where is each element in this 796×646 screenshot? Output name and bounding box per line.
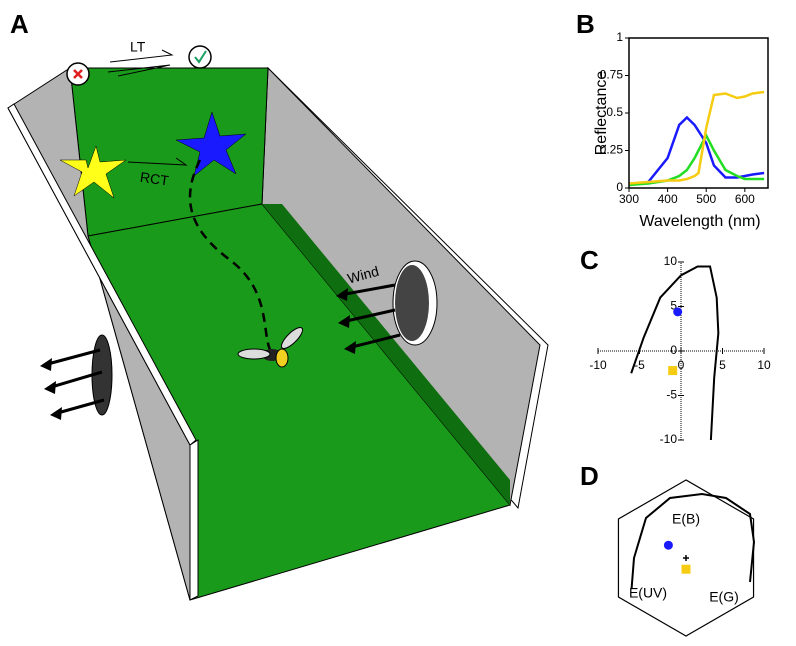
figure: A B C D LT RCT Wind 00.250.50.7513004005… bbox=[0, 0, 796, 641]
reflectance-line bbox=[629, 136, 764, 186]
center-cross bbox=[683, 555, 689, 561]
panel-label: B bbox=[576, 9, 595, 39]
lt-label: LT bbox=[130, 39, 146, 55]
panel-a-drawing bbox=[8, 46, 548, 600]
vertex-label: E(G) bbox=[709, 589, 739, 605]
x-tick-label: 0 bbox=[678, 358, 685, 372]
x-axis-title: Wavelength (nm) bbox=[639, 213, 760, 230]
point bbox=[668, 366, 677, 375]
x-tick-label: 300 bbox=[619, 192, 639, 206]
x-tick-label: 400 bbox=[658, 192, 678, 206]
y-tick-label: 0 bbox=[670, 343, 677, 357]
panel-label: D bbox=[580, 461, 599, 491]
reflectance-line bbox=[629, 92, 764, 184]
vertex-label: E(UV) bbox=[629, 585, 667, 601]
x-tick-label: 500 bbox=[696, 192, 716, 206]
x-tick-label: 5 bbox=[719, 358, 726, 372]
x-tick-label: 600 bbox=[735, 192, 755, 206]
y-axis-title: Reflectance bbox=[593, 71, 610, 156]
y-tick-label: -5 bbox=[666, 388, 677, 402]
x-tick-label: -10 bbox=[589, 358, 607, 372]
point bbox=[682, 565, 691, 574]
point bbox=[664, 541, 673, 550]
panel-label: C bbox=[580, 245, 599, 275]
panel-label: A bbox=[10, 9, 29, 39]
y-tick-label: 1 bbox=[616, 30, 623, 44]
vertex-label: E(B) bbox=[672, 511, 700, 527]
y-tick-label: -10 bbox=[660, 432, 678, 446]
x-tick-label: 10 bbox=[757, 358, 771, 372]
y-tick-label: 10 bbox=[664, 254, 678, 268]
point bbox=[673, 307, 682, 316]
plot-frame bbox=[629, 38, 768, 188]
